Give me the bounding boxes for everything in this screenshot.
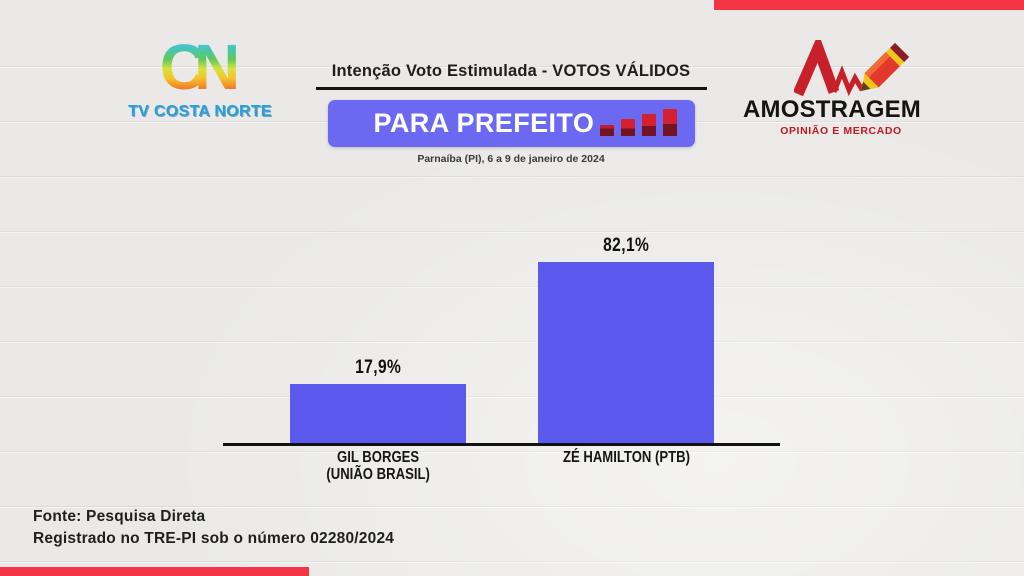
amostragem-tagline: OPINIÃO E MERCADO xyxy=(780,125,902,137)
source-line: Fonte: Pesquisa Direta xyxy=(33,508,206,525)
mini-bar-2 xyxy=(620,118,635,136)
candidate-party: (UNIÃO BRASIL) xyxy=(326,465,430,483)
tv-costa-norte-monogram-icon: CN xyxy=(120,33,280,101)
candidate-name: ZÉ HAMILTON (PTB) xyxy=(562,449,690,466)
mini-bar-3 xyxy=(641,113,656,136)
office-banner-label: PARA PREFEITO xyxy=(373,108,595,138)
bar xyxy=(538,262,714,444)
footer: Fonte: Pesquisa Direta Registrado no TRE… xyxy=(33,506,394,550)
amostragem-mark-icon xyxy=(794,40,910,97)
mini-bar-4 xyxy=(662,108,677,136)
candidate-name: GIL BORGES xyxy=(336,449,420,466)
x-axis-line xyxy=(223,443,780,446)
bar-value-label: 82,1% xyxy=(538,235,714,257)
tv-costa-norte-logo: CN TV COSTA NORTE xyxy=(120,33,280,121)
value-label-text: 17,9% xyxy=(354,357,402,378)
amostragem-logo: AMOSTRAGEM OPINIÃO E MERCADO xyxy=(742,40,922,137)
survey-date-caption: Parnaíba (PI), 6 a 9 de janeiro de 2024 xyxy=(417,153,605,165)
pencil-icon xyxy=(861,42,910,91)
mini-bar-1 xyxy=(599,124,614,136)
registration-line: Registrado no TRE-PI sob o número 02280/… xyxy=(33,530,395,547)
bar xyxy=(290,384,466,444)
title-underline xyxy=(315,87,707,90)
bottom-red-accent-bar xyxy=(0,567,309,576)
bar-value-label: 17,9% xyxy=(290,357,466,379)
tv-costa-norte-wordmark: TV COSTA NORTE xyxy=(128,103,272,121)
category-label: GIL BORGES (UNIÃO BRASIL) xyxy=(278,449,478,484)
header: Intenção Voto Estimulada - VOTOS VÁLIDOS… xyxy=(306,62,716,165)
amostragem-wordmark: AMOSTRAGEM xyxy=(743,96,921,123)
bar-chart-icon xyxy=(599,108,677,139)
office-banner: PARA PREFEITO xyxy=(327,100,695,147)
value-label-text: 82,1% xyxy=(602,235,650,256)
top-red-accent-bar xyxy=(714,0,1024,10)
survey-subtitle: Intenção Voto Estimulada - VOTOS VÁLIDOS xyxy=(331,62,691,80)
category-label: ZÉ HAMILTON (PTB) xyxy=(526,449,726,467)
